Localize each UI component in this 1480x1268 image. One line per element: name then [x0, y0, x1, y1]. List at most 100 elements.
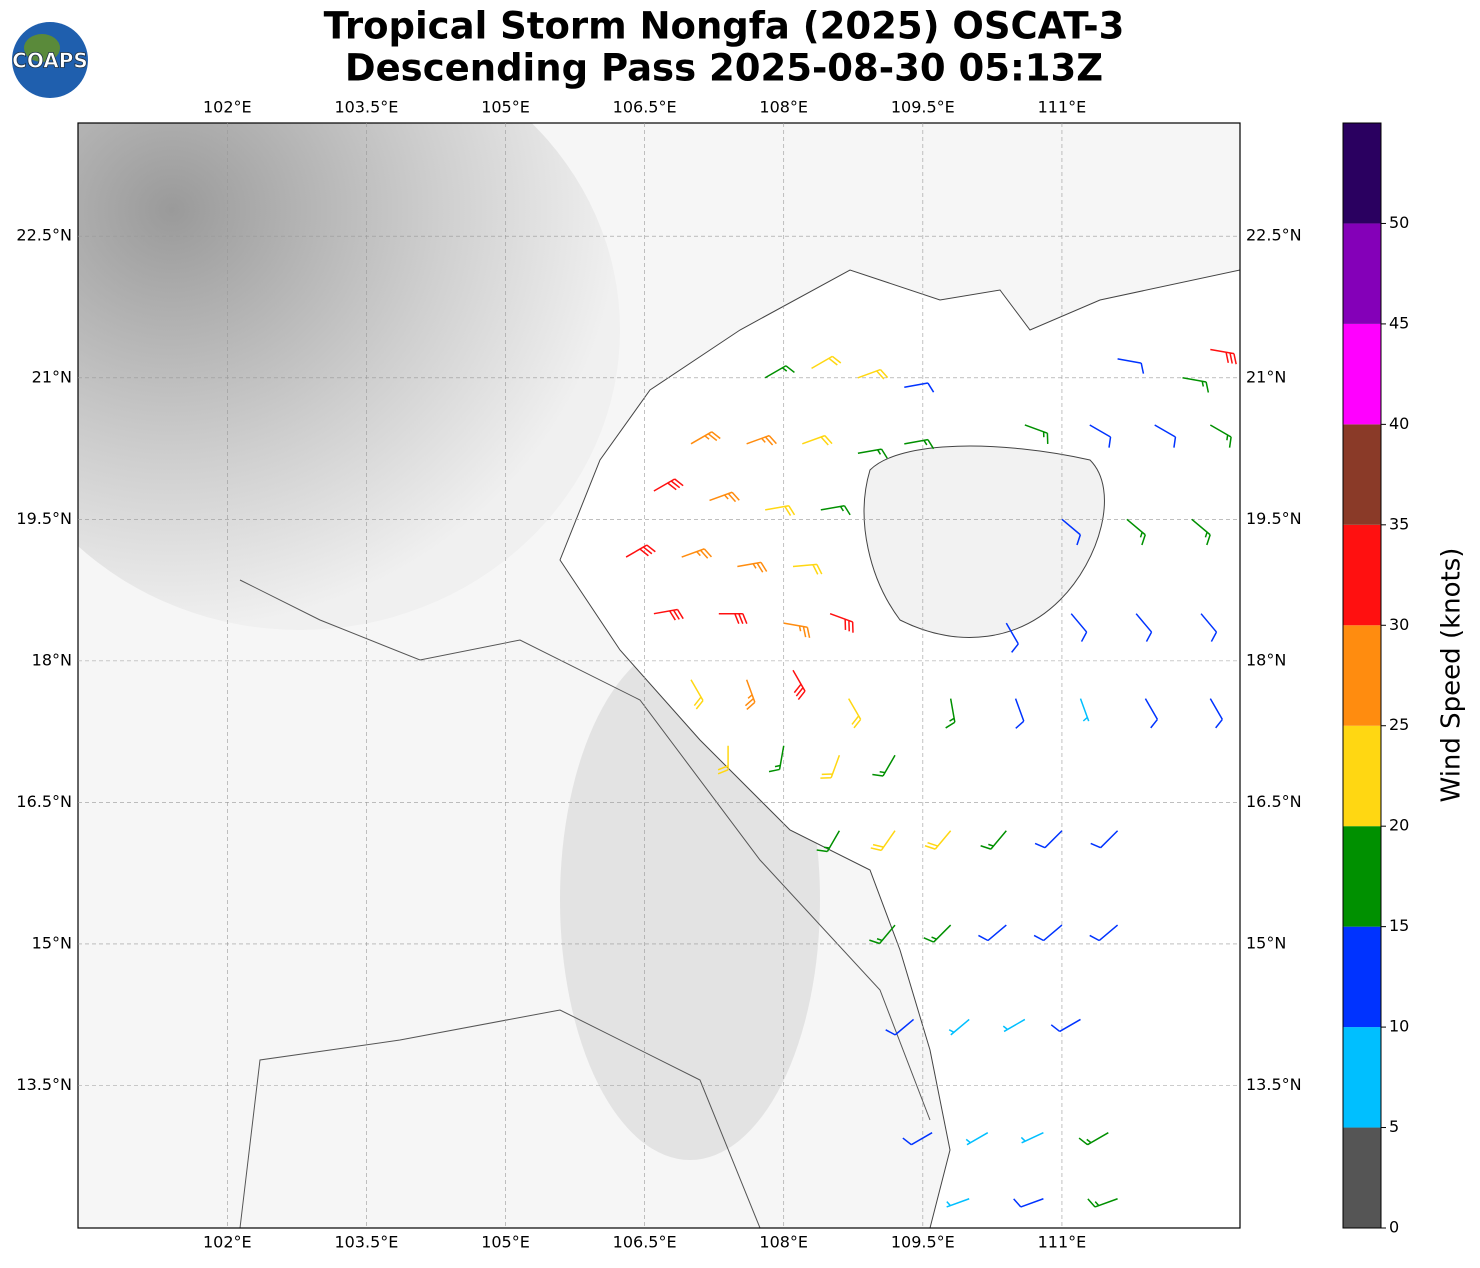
wind-barb: [904, 382, 935, 393]
wind-barb: [870, 830, 896, 852]
colorbar-tick-label: 25: [1389, 715, 1409, 734]
wind-barb: [924, 830, 952, 850]
x-tick-label: 106.5°E: [613, 1233, 677, 1252]
wind-barb: [1079, 698, 1090, 722]
wind-barb: [1210, 348, 1237, 365]
wind-barb: [1090, 830, 1119, 849]
colorbar-label: Wind Speed (knots): [1437, 548, 1467, 803]
wind-barb: [1024, 424, 1049, 444]
map-frame: [77, 122, 1241, 1229]
wind-barb: [737, 561, 768, 573]
wind-barb: [1135, 613, 1153, 642]
wind-barb: [744, 679, 756, 711]
wind-barb: [625, 544, 656, 558]
wind-barb: [1200, 613, 1218, 642]
wind-barbs: [625, 348, 1237, 1208]
y-tick-label: 19.5°N: [1246, 509, 1302, 528]
wind-barb: [717, 745, 729, 775]
y-tick-label: 21°N: [32, 367, 72, 386]
wind-barb: [1034, 830, 1063, 849]
hainan-island: [863, 445, 1105, 638]
wind-barb: [718, 612, 748, 624]
title: Tropical Storm Nongfa (2025) OSCAT-3: [324, 5, 1125, 48]
wind-barb: [1078, 1132, 1109, 1146]
y-tick-label: 13.5°N: [16, 1075, 72, 1094]
wind-barb: [1117, 358, 1145, 374]
colorbar-bin: [1343, 524, 1381, 626]
wind-barb: [1013, 1198, 1044, 1208]
y-tick-label: 15°N: [32, 933, 72, 952]
y-tick-label: 16.5°N: [16, 792, 72, 811]
wind-barb: [653, 608, 684, 621]
wind-barb: [1070, 613, 1088, 642]
colorbar-bin: [1343, 1127, 1381, 1228]
wind-barb: [792, 563, 823, 575]
wind-barb: [1050, 1018, 1081, 1033]
wind-barb: [802, 434, 833, 446]
wind-barb: [765, 504, 796, 516]
wind-barb: [690, 431, 721, 445]
wind-barb: [1089, 424, 1112, 448]
wind-barb: [965, 1132, 989, 1146]
y-tick-label: 18°N: [32, 650, 72, 669]
terrain: [78, 123, 620, 630]
wind-barb: [923, 924, 952, 943]
border: [239, 579, 931, 1228]
wind-barb: [1154, 424, 1177, 448]
wind-barb: [885, 1018, 915, 1036]
colorbar-tick-label: 0: [1389, 1218, 1399, 1237]
wind-barb: [764, 365, 795, 379]
logo: COAPS: [12, 22, 88, 98]
x-tick-label: 111°E: [1038, 98, 1087, 117]
wind-barb: [746, 434, 777, 446]
wind-barb: [1126, 518, 1146, 546]
x-tick-label: 109.5°E: [891, 1233, 955, 1252]
x-tick-label: 108°E: [759, 98, 808, 117]
colorbar-tick-label: 15: [1389, 916, 1409, 935]
x-tick-label: 102°E: [203, 1233, 252, 1252]
colorbar-tick-label: 10: [1389, 1017, 1409, 1036]
colorbar-bin: [1343, 625, 1381, 726]
x-tick-label: 109.5°E: [891, 98, 955, 117]
colorbar-tick-label: 50: [1389, 213, 1409, 232]
x-tick-label: 103.5°E: [334, 98, 398, 117]
wind-barb: [783, 622, 811, 638]
wind-barb: [1020, 1132, 1044, 1144]
wind-barb: [690, 679, 704, 710]
colorbar-tick-label: 5: [1389, 1117, 1399, 1136]
colorbar-bin: [1343, 826, 1381, 927]
wind-barb: [1191, 518, 1211, 546]
wind-barb: [653, 478, 684, 492]
subtitle: Descending Pass 2025-08-30 05:13Z: [345, 47, 1103, 90]
colorbar-bin: [1343, 424, 1381, 525]
wind-barb: [792, 669, 806, 701]
wind-barb: [1182, 377, 1210, 393]
wind-barb: [1144, 698, 1159, 729]
y-tick-label: 16.5°N: [1246, 792, 1302, 811]
x-tick-label: 111°E: [1038, 1233, 1087, 1252]
wind-barb: [829, 612, 854, 633]
wind-barb: [946, 1198, 970, 1208]
wind-barb: [1005, 622, 1019, 653]
wind-barb: [980, 830, 1007, 850]
wind-barb: [768, 745, 785, 773]
y-tick-label: 22.5°N: [16, 226, 72, 245]
wind-barb: [1061, 518, 1082, 546]
wind-barb: [904, 438, 935, 450]
wind-barb: [945, 698, 956, 729]
wind-barb: [820, 754, 841, 779]
colorbar-tick-label: 30: [1389, 615, 1409, 634]
wind-barb: [820, 504, 851, 516]
wind-barb: [872, 754, 896, 777]
colorbar-frame: [1342, 122, 1382, 1229]
wind-barb: [1209, 424, 1232, 448]
x-tick-label: 105°E: [481, 98, 530, 117]
wind-barb: [811, 355, 842, 369]
wind-barb: [1209, 698, 1223, 729]
wind-barb: [1002, 1018, 1026, 1033]
x-tick-label: 103.5°E: [334, 1233, 398, 1252]
wind-barb: [816, 830, 841, 853]
x-tick-label: 108°E: [759, 1233, 808, 1252]
wind-barb: [1087, 1198, 1118, 1208]
logo-text: COAPS: [12, 49, 88, 73]
